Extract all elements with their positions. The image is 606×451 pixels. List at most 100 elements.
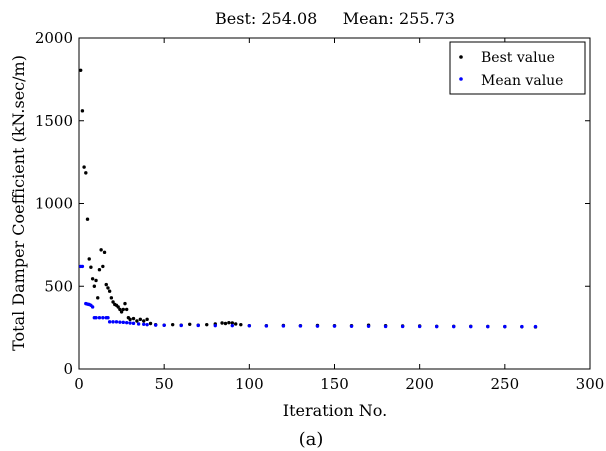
mean-value-point <box>124 320 129 325</box>
mean-value-point <box>400 324 405 329</box>
mean-value-point <box>264 324 269 328</box>
legend-box <box>449 41 586 95</box>
mean-value-point <box>128 321 132 325</box>
mean-value-point <box>435 324 439 329</box>
best-value-point <box>135 319 139 323</box>
best-value-point <box>96 296 100 300</box>
mean-value-point <box>153 323 158 327</box>
legend-mean-marker <box>459 77 463 81</box>
mean-value-point <box>196 323 200 328</box>
mean-value-point <box>298 324 303 328</box>
best-value-point <box>99 248 103 252</box>
best-value-point <box>80 109 85 113</box>
best-value-point <box>124 307 129 312</box>
best-value-point <box>118 307 122 312</box>
best-value-point <box>84 171 88 175</box>
best-value-point <box>87 257 91 261</box>
best-value-point <box>234 322 238 326</box>
mean-value-point <box>383 324 388 329</box>
mean-value-point <box>136 322 141 326</box>
x-tick-label: 0 <box>74 375 84 393</box>
x-axis-ticks: 0 50 100 150 200 250 300 <box>74 38 604 393</box>
x-tick-label: 150 <box>320 375 349 393</box>
best-value-point <box>90 277 95 281</box>
y-tick-label: 0 <box>63 360 73 378</box>
best-value-point <box>106 286 110 290</box>
mean-value-point <box>315 324 320 328</box>
y-tick-label: 500 <box>44 277 73 295</box>
best-value-point <box>220 321 224 325</box>
best-value-point <box>131 316 136 321</box>
best-value-point <box>148 321 153 326</box>
best-value-point <box>101 264 105 269</box>
best-value-point <box>92 284 97 288</box>
best-value-point <box>188 322 192 327</box>
figure-caption: (a) <box>299 429 324 450</box>
mean-value-point <box>452 324 456 329</box>
mean-value-point <box>366 324 371 328</box>
best-value-point <box>121 307 125 312</box>
best-value-point <box>128 317 132 322</box>
best-value-point <box>123 301 127 306</box>
mean-value-point <box>162 323 166 328</box>
best-value-point <box>102 250 107 255</box>
mean-value-point <box>145 322 149 327</box>
mean-value-point <box>114 320 119 324</box>
best-value-point <box>230 321 234 325</box>
best-value-point <box>111 300 115 304</box>
y-tick-label: 1500 <box>35 112 73 130</box>
best-value-point <box>107 289 112 293</box>
mean-value-point <box>107 320 112 324</box>
best-value-point <box>79 68 83 72</box>
x-tick-label: 100 <box>235 375 264 393</box>
x-axis-label: Iteration No. <box>283 401 387 420</box>
best-value-point <box>97 268 102 272</box>
mean-value-point <box>142 322 146 327</box>
best-value-point <box>145 317 149 322</box>
mean-value-point <box>106 315 110 320</box>
mean-value-series <box>79 264 538 329</box>
mean-value-point <box>503 324 507 329</box>
best-value-point <box>85 217 90 221</box>
y-tick-label: 1000 <box>35 195 73 213</box>
best-value-point <box>94 278 98 283</box>
best-value-point <box>109 296 114 300</box>
mean-value-point <box>469 324 473 329</box>
x-tick-label: 250 <box>491 375 520 393</box>
mean-value-point <box>247 324 252 328</box>
chart-title: Best: 254.08 Mean: 255.73 <box>215 9 455 28</box>
x-tick-label: 300 <box>576 375 605 393</box>
mean-value-point <box>90 305 95 309</box>
mean-value-point <box>118 320 122 324</box>
best-value-point <box>89 265 93 269</box>
best-value-point <box>205 322 209 327</box>
legend-mean-label: Mean value <box>481 73 563 89</box>
y-tick-label: 2000 <box>35 29 73 47</box>
best-value-point <box>82 165 86 169</box>
mean-value-point <box>281 324 286 328</box>
mean-value-point <box>111 320 115 324</box>
best-value-point <box>223 321 228 326</box>
mean-value-point <box>121 320 125 325</box>
y-axis-ticks: 0 500 1000 1500 2000 <box>35 29 590 378</box>
mean-value-point <box>101 315 105 320</box>
y-axis-label: Total Damper Coefficient (kN.sec/m) <box>9 55 28 351</box>
best-value-point <box>170 322 175 327</box>
mean-value-point <box>332 324 337 328</box>
mean-value-point <box>179 323 183 328</box>
legend-best-marker <box>459 55 463 59</box>
mean-value-point <box>94 315 98 320</box>
best-value-point <box>138 317 143 322</box>
best-value-point <box>116 305 120 309</box>
x-tick-label: 200 <box>405 375 434 393</box>
mean-value-point <box>131 321 136 326</box>
mean-value-point <box>213 323 217 328</box>
mean-value-point <box>486 324 490 329</box>
legend-best-label: Best value <box>481 50 555 66</box>
best-value-point <box>119 310 124 314</box>
x-tick-label: 50 <box>155 375 174 393</box>
best-value-point <box>227 320 231 325</box>
mean-value-point <box>533 324 538 329</box>
mean-value-point <box>97 315 102 320</box>
